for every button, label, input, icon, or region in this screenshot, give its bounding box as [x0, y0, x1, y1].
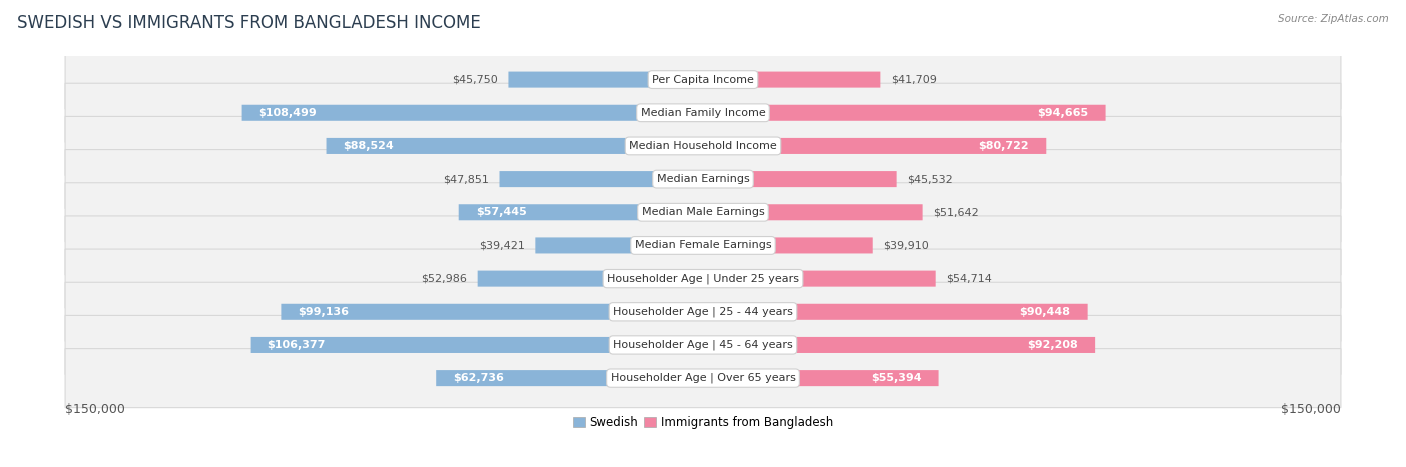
FancyBboxPatch shape: [703, 204, 922, 220]
Text: $62,736: $62,736: [453, 373, 505, 383]
Text: Householder Age | Over 65 years: Householder Age | Over 65 years: [610, 373, 796, 383]
FancyBboxPatch shape: [499, 171, 703, 187]
Text: $51,642: $51,642: [934, 207, 979, 217]
FancyBboxPatch shape: [65, 315, 1341, 375]
Text: $108,499: $108,499: [259, 108, 318, 118]
Text: Median Earnings: Median Earnings: [657, 174, 749, 184]
Text: $80,722: $80,722: [979, 141, 1029, 151]
FancyBboxPatch shape: [458, 204, 703, 220]
FancyBboxPatch shape: [703, 138, 1046, 154]
Legend: Swedish, Immigrants from Bangladesh: Swedish, Immigrants from Bangladesh: [568, 411, 838, 433]
FancyBboxPatch shape: [65, 282, 1341, 341]
FancyBboxPatch shape: [703, 337, 1095, 353]
FancyBboxPatch shape: [703, 304, 1088, 320]
Text: $92,208: $92,208: [1028, 340, 1078, 350]
FancyBboxPatch shape: [703, 105, 1105, 121]
FancyBboxPatch shape: [65, 183, 1341, 242]
Text: $39,421: $39,421: [479, 241, 524, 250]
Text: Householder Age | Under 25 years: Householder Age | Under 25 years: [607, 273, 799, 284]
Text: Median Household Income: Median Household Income: [628, 141, 778, 151]
Text: $54,714: $54,714: [946, 274, 993, 283]
Text: Median Male Earnings: Median Male Earnings: [641, 207, 765, 217]
FancyBboxPatch shape: [65, 149, 1341, 209]
Text: $88,524: $88,524: [343, 141, 394, 151]
Text: SWEDISH VS IMMIGRANTS FROM BANGLADESH INCOME: SWEDISH VS IMMIGRANTS FROM BANGLADESH IN…: [17, 14, 481, 32]
FancyBboxPatch shape: [436, 370, 703, 386]
Text: Householder Age | 25 - 44 years: Householder Age | 25 - 44 years: [613, 306, 793, 317]
FancyBboxPatch shape: [65, 216, 1341, 275]
FancyBboxPatch shape: [281, 304, 703, 320]
FancyBboxPatch shape: [65, 249, 1341, 308]
FancyBboxPatch shape: [65, 83, 1341, 142]
Text: $57,445: $57,445: [475, 207, 526, 217]
Text: $39,910: $39,910: [883, 241, 929, 250]
FancyBboxPatch shape: [703, 237, 873, 254]
Text: $45,532: $45,532: [907, 174, 953, 184]
Text: $94,665: $94,665: [1038, 108, 1088, 118]
Text: $47,851: $47,851: [443, 174, 489, 184]
FancyBboxPatch shape: [536, 237, 703, 254]
FancyBboxPatch shape: [242, 105, 703, 121]
Text: Median Family Income: Median Family Income: [641, 108, 765, 118]
Text: $150,000: $150,000: [1281, 403, 1341, 416]
Text: Source: ZipAtlas.com: Source: ZipAtlas.com: [1278, 14, 1389, 24]
Text: $150,000: $150,000: [65, 403, 125, 416]
FancyBboxPatch shape: [65, 116, 1341, 176]
Text: $106,377: $106,377: [267, 340, 326, 350]
Text: $52,986: $52,986: [422, 274, 467, 283]
Text: Householder Age | 45 - 64 years: Householder Age | 45 - 64 years: [613, 340, 793, 350]
Text: $41,709: $41,709: [891, 75, 936, 85]
Text: $45,750: $45,750: [453, 75, 498, 85]
FancyBboxPatch shape: [703, 270, 935, 287]
FancyBboxPatch shape: [65, 348, 1341, 408]
FancyBboxPatch shape: [703, 171, 897, 187]
Text: $55,394: $55,394: [870, 373, 921, 383]
Text: $99,136: $99,136: [298, 307, 350, 317]
FancyBboxPatch shape: [65, 50, 1341, 109]
Text: Median Female Earnings: Median Female Earnings: [634, 241, 772, 250]
FancyBboxPatch shape: [250, 337, 703, 353]
FancyBboxPatch shape: [326, 138, 703, 154]
FancyBboxPatch shape: [703, 71, 880, 88]
FancyBboxPatch shape: [703, 370, 939, 386]
Text: Per Capita Income: Per Capita Income: [652, 75, 754, 85]
Text: $90,448: $90,448: [1019, 307, 1070, 317]
FancyBboxPatch shape: [478, 270, 703, 287]
FancyBboxPatch shape: [509, 71, 703, 88]
